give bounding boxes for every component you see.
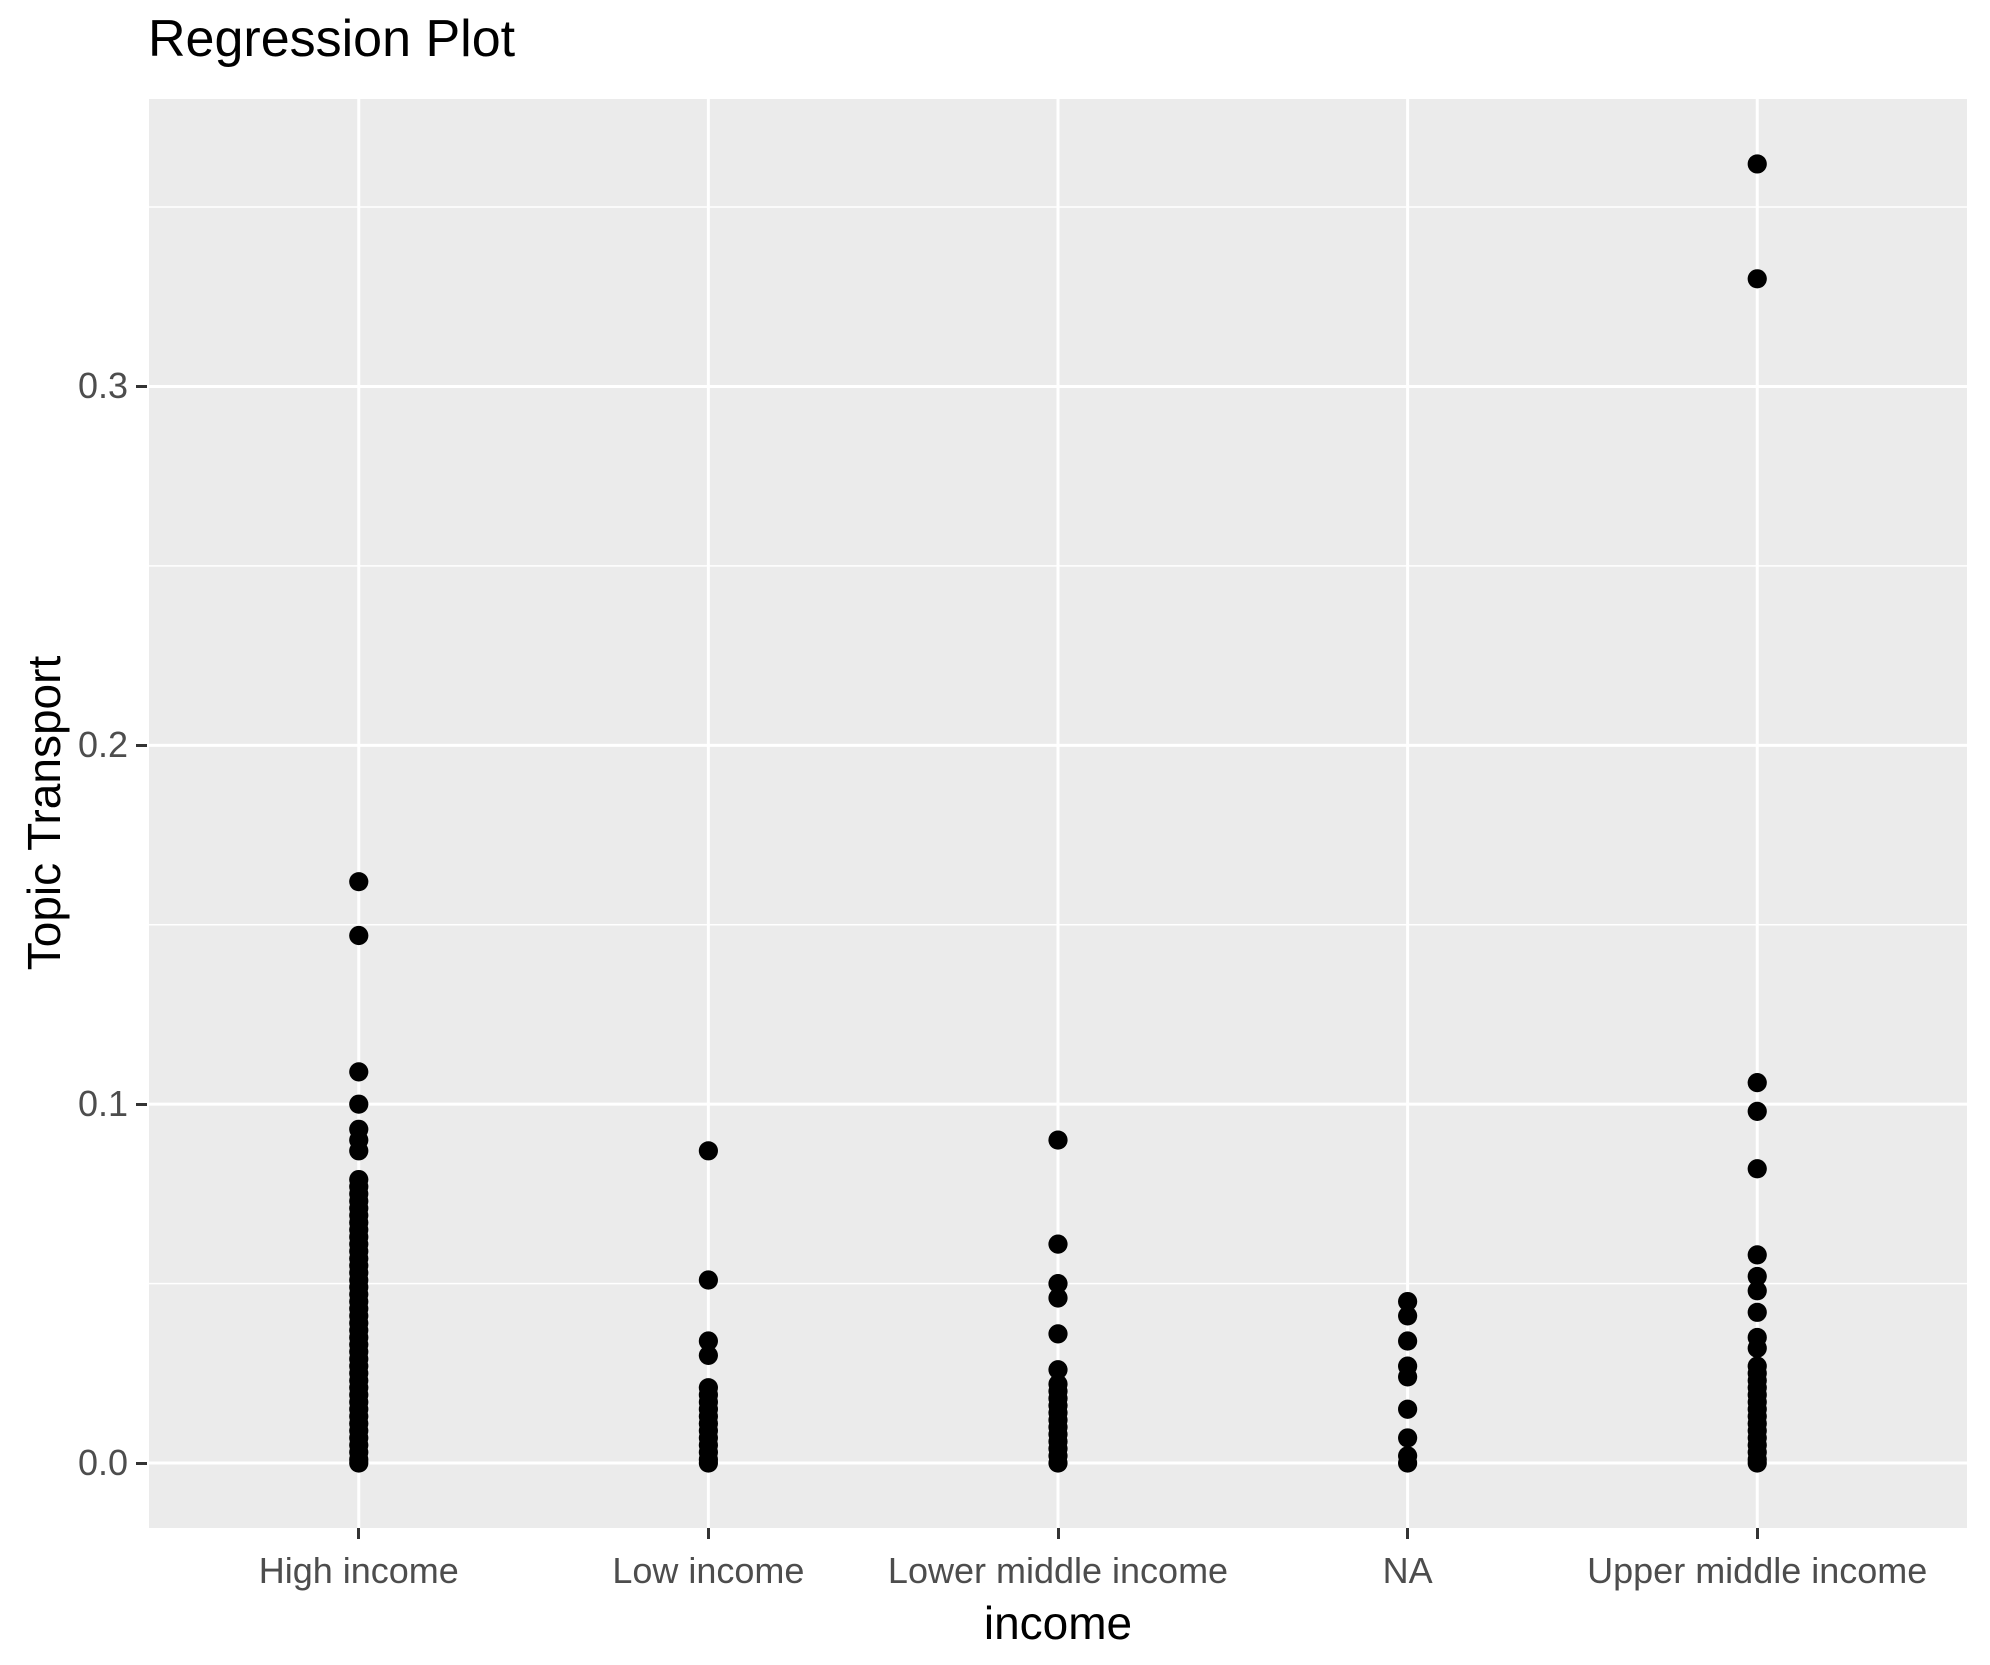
data-point bbox=[349, 1062, 369, 1082]
y-axis-tick-label: 0.2 bbox=[77, 724, 128, 766]
y-axis-tick-mark bbox=[136, 743, 147, 747]
y-axis-tick-label: 0.1 bbox=[77, 1083, 128, 1125]
x-axis-tick-label: Low income bbox=[612, 1550, 805, 1591]
x-axis-tick-mark bbox=[1406, 1528, 1410, 1539]
data-point bbox=[1398, 1428, 1418, 1448]
data-point bbox=[1398, 1367, 1418, 1387]
data-point bbox=[1048, 1274, 1068, 1294]
y-axis-tick-label: 0.0 bbox=[77, 1442, 128, 1484]
data-point bbox=[1398, 1291, 1418, 1312]
x-axis-tick-mark bbox=[706, 1528, 710, 1539]
plot-title: Regression Plot bbox=[148, 10, 516, 68]
data-point bbox=[1398, 1331, 1418, 1351]
data-point bbox=[698, 1345, 718, 1365]
x-axis-tick-label: Lower middle income bbox=[887, 1550, 1229, 1591]
data-point bbox=[349, 1141, 369, 1161]
x-axis-tick-label: Upper middle income bbox=[1587, 1550, 1928, 1591]
data-point bbox=[698, 1141, 718, 1161]
data-point bbox=[349, 1094, 369, 1114]
data-point bbox=[349, 925, 369, 946]
data-point bbox=[1048, 1130, 1068, 1150]
data-point bbox=[349, 1453, 369, 1473]
data-point bbox=[1398, 1306, 1418, 1326]
data-point bbox=[1398, 1453, 1418, 1473]
data-point bbox=[698, 1453, 718, 1473]
plot-area bbox=[149, 99, 1967, 1528]
data-point bbox=[1048, 1288, 1068, 1308]
plot-panel bbox=[149, 99, 1967, 1528]
data-point bbox=[1747, 1101, 1767, 1121]
data-point bbox=[1048, 1360, 1068, 1380]
data-point bbox=[1747, 1302, 1767, 1322]
data-point bbox=[698, 1270, 718, 1290]
x-axis-tick-label: High income bbox=[258, 1550, 459, 1591]
data-point bbox=[1747, 1245, 1767, 1265]
y-axis-tick-mark bbox=[136, 1461, 147, 1465]
data-point bbox=[1048, 1234, 1068, 1254]
x-axis-title: income bbox=[983, 1597, 1133, 1649]
x-axis-tick-mark bbox=[1056, 1528, 1060, 1539]
data-point bbox=[1747, 1453, 1767, 1473]
y-axis-title: Topic Transport bbox=[18, 655, 70, 971]
data-point bbox=[1747, 1159, 1767, 1179]
x-axis-tick-label: NA bbox=[1382, 1550, 1433, 1591]
data-point bbox=[1048, 1453, 1068, 1473]
y-axis-tick-mark bbox=[136, 384, 147, 388]
data-point bbox=[349, 872, 369, 892]
y-axis-tick-mark bbox=[136, 1102, 147, 1106]
data-point bbox=[698, 1331, 718, 1351]
data-point bbox=[1747, 1073, 1767, 1093]
x-axis-tick-mark bbox=[357, 1528, 361, 1539]
y-axis-tick-label: 0.3 bbox=[77, 365, 128, 407]
x-axis-tick-mark bbox=[1755, 1528, 1759, 1539]
data-point bbox=[1747, 1281, 1767, 1301]
data-point bbox=[1048, 1324, 1068, 1344]
data-point bbox=[1747, 154, 1767, 174]
data-point bbox=[1747, 1338, 1767, 1358]
data-point bbox=[1747, 1266, 1767, 1287]
data-point bbox=[1398, 1399, 1418, 1419]
data-point bbox=[1747, 269, 1767, 289]
